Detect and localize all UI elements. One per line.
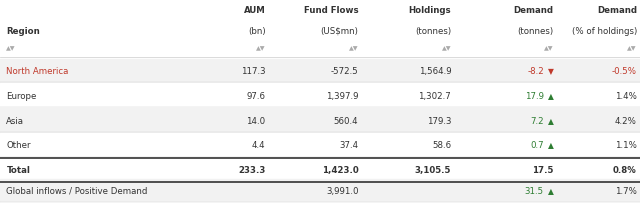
Text: (tonnes): (tonnes) (518, 27, 554, 36)
Text: 17.9: 17.9 (525, 91, 544, 100)
Text: -8.2: -8.2 (527, 67, 544, 76)
Text: 58.6: 58.6 (432, 141, 451, 150)
Text: (US$mn): (US$mn) (321, 27, 358, 36)
Text: 1.7%: 1.7% (615, 186, 637, 195)
Text: (% of holdings): (% of holdings) (572, 27, 637, 36)
Bar (0, 179, 640, 202)
Text: ▲▼: ▲▼ (442, 46, 451, 51)
Text: 7.2: 7.2 (531, 116, 544, 125)
Text: 1.4%: 1.4% (615, 91, 637, 100)
Text: 0.8%: 0.8% (613, 165, 637, 174)
Text: (bn): (bn) (248, 27, 266, 36)
Text: Global inflows / Positive Demand: Global inflows / Positive Demand (6, 186, 148, 195)
Text: 0.7: 0.7 (531, 141, 544, 150)
Text: 3,105.5: 3,105.5 (415, 165, 451, 174)
Bar (0, 84, 640, 108)
Text: 14.0: 14.0 (246, 116, 266, 125)
Text: 3,991.0: 3,991.0 (326, 186, 358, 195)
Text: ▲: ▲ (548, 116, 554, 125)
Text: Holdings: Holdings (408, 6, 451, 15)
Text: Europe: Europe (6, 91, 36, 100)
Text: Region: Region (6, 27, 40, 36)
Text: 117.3: 117.3 (241, 67, 266, 76)
Text: 1,564.9: 1,564.9 (419, 67, 451, 76)
Text: ▲: ▲ (548, 141, 554, 150)
Text: Asia: Asia (6, 116, 24, 125)
Text: ▲▼: ▲▼ (627, 46, 637, 51)
Text: 31.5: 31.5 (525, 186, 544, 195)
Text: North America: North America (6, 67, 68, 76)
Bar (0, 109, 640, 132)
Text: 1,397.9: 1,397.9 (326, 91, 358, 100)
Text: ▲▼: ▲▼ (256, 46, 266, 51)
Text: Demand: Demand (596, 6, 637, 15)
Text: -0.5%: -0.5% (612, 67, 637, 76)
Text: Fund Flows: Fund Flows (304, 6, 358, 15)
Text: 1.1%: 1.1% (615, 141, 637, 150)
Text: 4.4: 4.4 (252, 141, 266, 150)
Text: 560.4: 560.4 (334, 116, 358, 125)
Text: 1,423.0: 1,423.0 (322, 165, 358, 174)
Text: ▲: ▲ (548, 91, 554, 100)
Text: 4.2%: 4.2% (615, 116, 637, 125)
Bar (0, 0, 640, 34)
Text: 233.3: 233.3 (238, 165, 266, 174)
Text: 17.5: 17.5 (532, 165, 554, 174)
Text: ▲: ▲ (548, 186, 554, 195)
Text: AUM: AUM (244, 6, 266, 15)
Text: -572.5: -572.5 (331, 67, 358, 76)
Text: ▲▼: ▲▼ (6, 46, 16, 51)
Text: Other: Other (6, 141, 31, 150)
Bar (0, 133, 640, 157)
Bar (0, 158, 640, 182)
Text: 179.3: 179.3 (427, 116, 451, 125)
Text: 97.6: 97.6 (246, 91, 266, 100)
Text: ▲▼: ▲▼ (544, 46, 554, 51)
Bar (0, 59, 640, 83)
Text: ▼: ▼ (548, 67, 554, 76)
Text: Demand: Demand (514, 6, 554, 15)
Text: 37.4: 37.4 (339, 141, 358, 150)
Text: ▲▼: ▲▼ (349, 46, 358, 51)
Text: 1,302.7: 1,302.7 (419, 91, 451, 100)
Text: Total: Total (6, 165, 30, 174)
Bar (0, 202, 640, 206)
Text: (tonnes): (tonnes) (415, 27, 451, 36)
